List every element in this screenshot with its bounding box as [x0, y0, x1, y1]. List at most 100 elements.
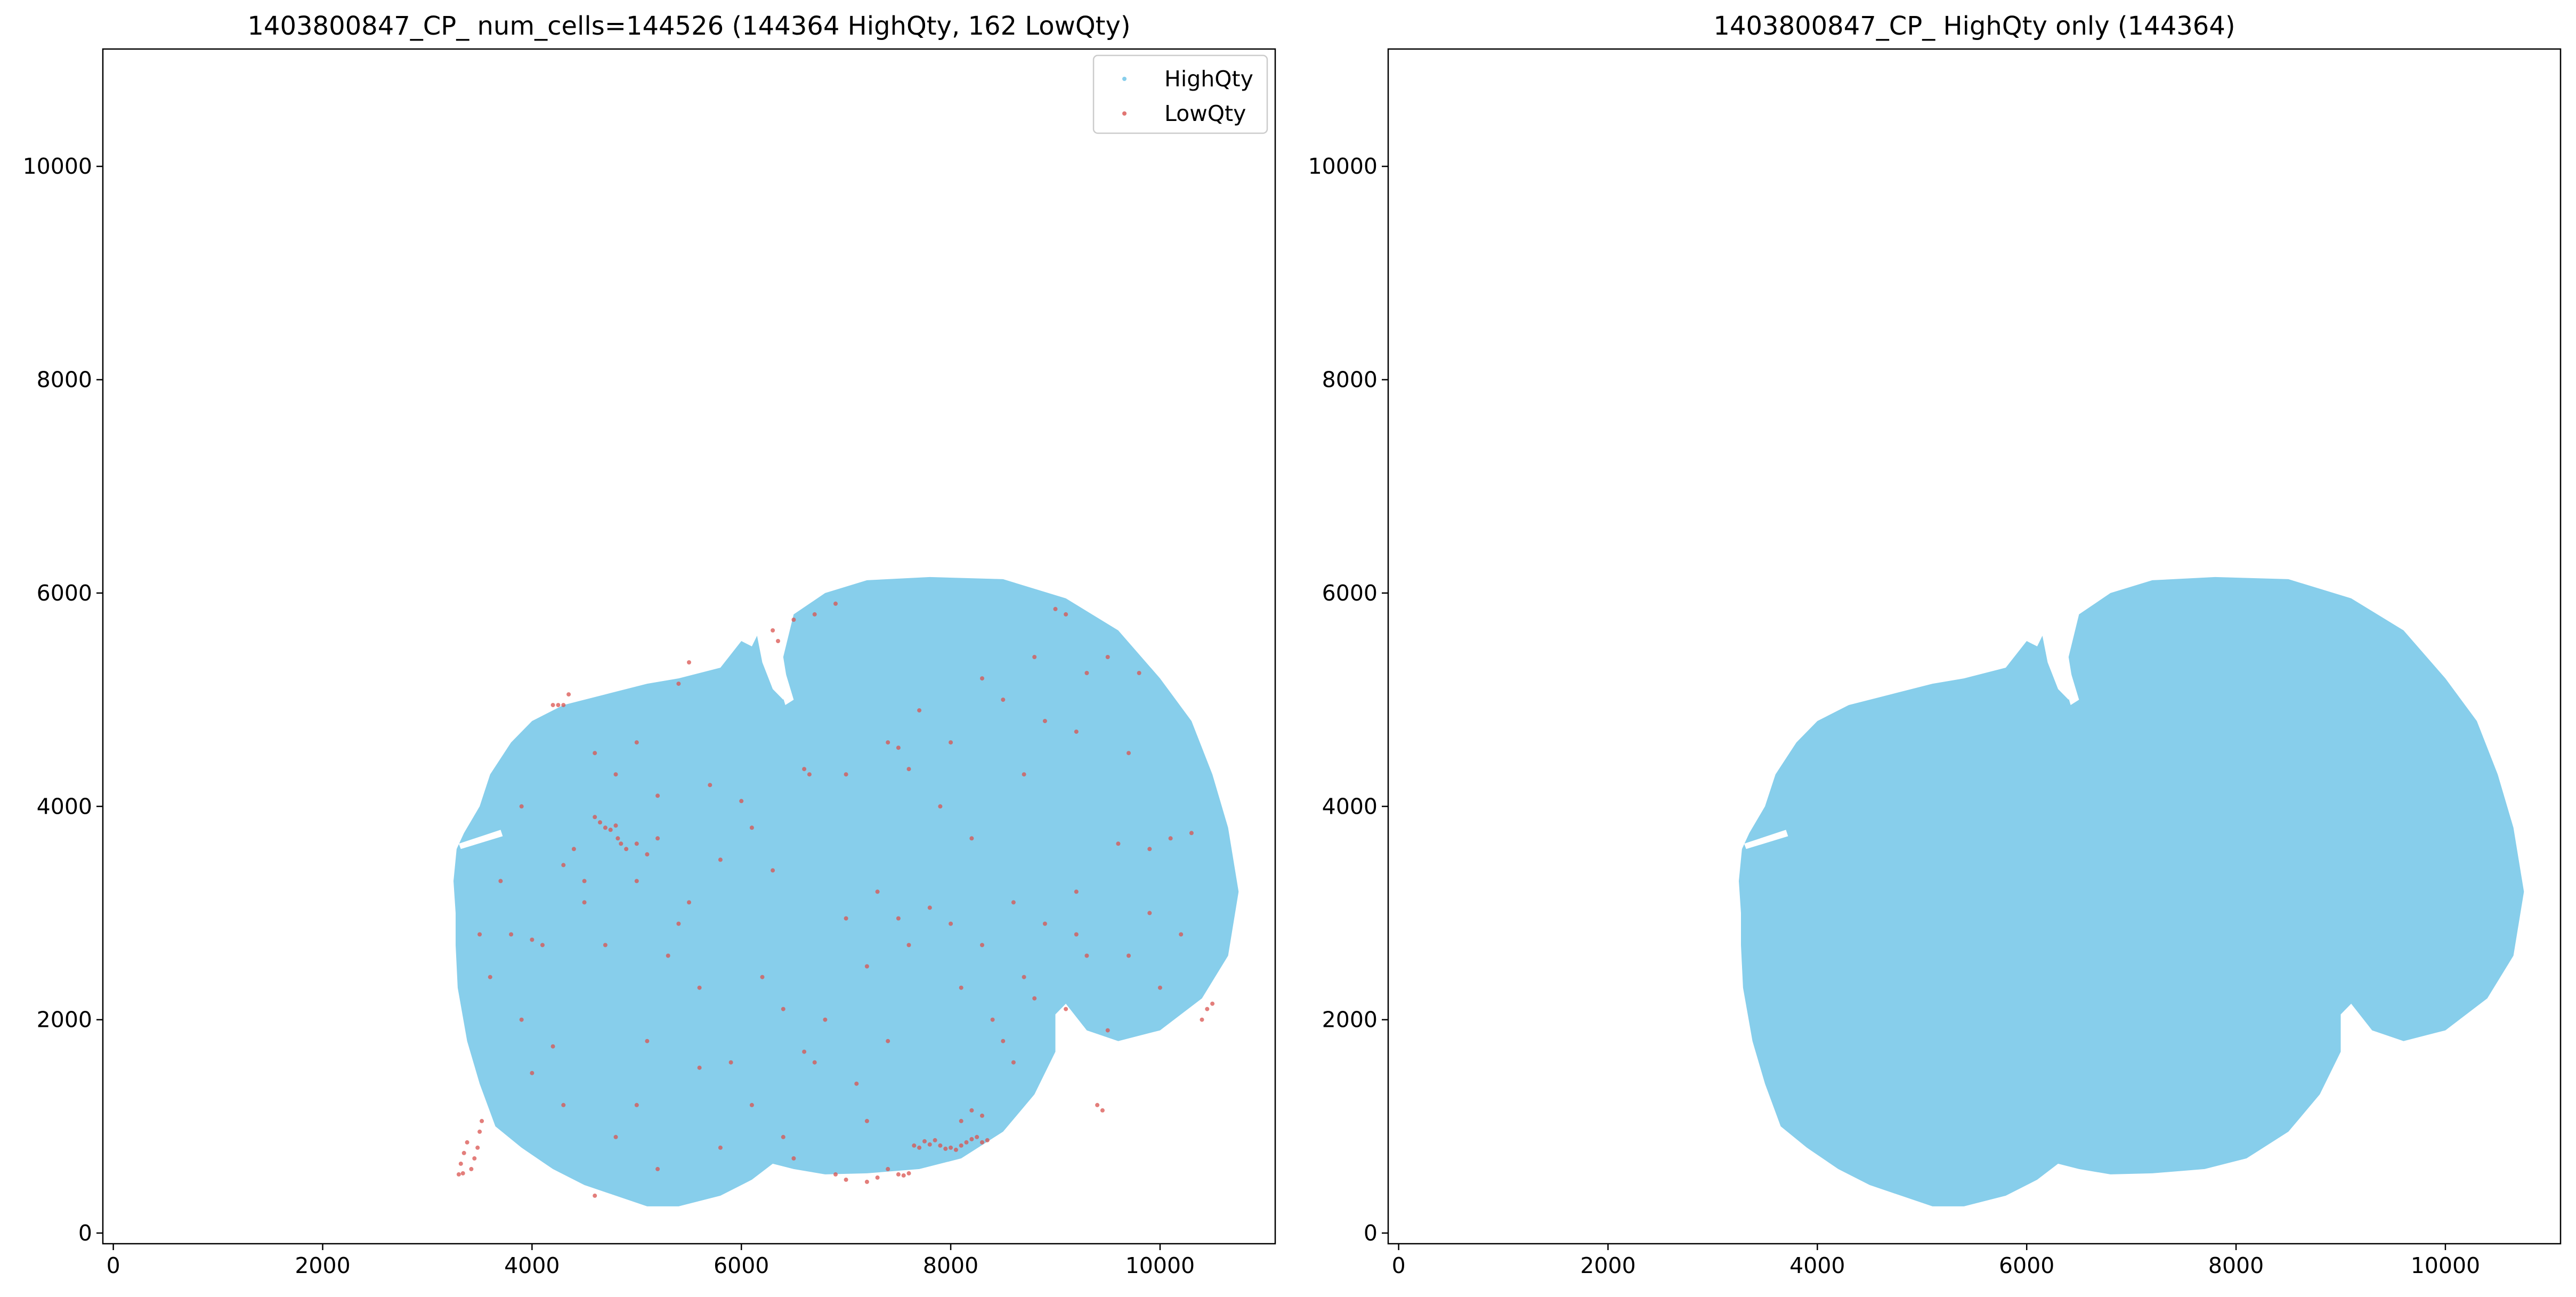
- low-qty-point: [938, 804, 943, 809]
- low-qty-point: [812, 1060, 817, 1065]
- low-qty-point: [781, 1007, 785, 1011]
- low-qty-point: [1074, 889, 1079, 894]
- low-qty-point: [708, 783, 712, 788]
- low-qty-point: [1042, 921, 1047, 926]
- low-qty-point: [456, 1172, 461, 1177]
- x-axis: 0 2000 4000 6000 8000 10000: [107, 1244, 1195, 1278]
- low-qty-point: [802, 767, 807, 772]
- axes-frame: [1387, 48, 2562, 1245]
- low-qty-point: [922, 1139, 927, 1144]
- low-qty-point: [540, 943, 545, 947]
- high-qty-tissue-region: [1739, 577, 2524, 1206]
- low-qty-point: [655, 1166, 660, 1171]
- low-qty-point: [561, 1103, 566, 1107]
- low-qty-point: [749, 1103, 754, 1107]
- low-qty-point: [571, 847, 576, 852]
- x-tick-label: 0: [107, 1253, 120, 1278]
- low-qty-point: [1105, 1028, 1110, 1033]
- low-qty-point: [645, 1039, 650, 1043]
- low-qty-point: [901, 1173, 906, 1178]
- legend-box: [1092, 54, 1268, 134]
- low-qty-point: [666, 953, 670, 958]
- low-qty-point: [875, 1175, 880, 1180]
- low-qty-point: [593, 751, 597, 756]
- y-axis: 0 2000 4000 6000 8000 10000: [1308, 153, 1388, 1246]
- low-qty-point: [1064, 612, 1068, 617]
- low-qty-point: [833, 601, 838, 606]
- low-qty-point: [593, 1193, 597, 1198]
- y-tick-label: 4000: [37, 793, 92, 819]
- plot-area: [453, 577, 1239, 1206]
- low-qty-point: [498, 879, 503, 883]
- low-qty-point: [1064, 1007, 1068, 1011]
- high-qty-tissue-area: [453, 577, 1239, 1206]
- scatter-plot-high-qty-only: 1403800847_CP_ HighQty only (144364) 0 20…: [1308, 11, 2562, 1278]
- low-qty-point: [697, 985, 702, 990]
- low-qty-point: [875, 889, 880, 894]
- low-qty-point: [634, 740, 639, 745]
- y-tick-label: 0: [1364, 1220, 1378, 1246]
- low-qty-point: [461, 1150, 466, 1155]
- low-qty-point: [619, 841, 623, 846]
- low-qty-point: [969, 836, 974, 841]
- low-qty-point: [603, 943, 607, 947]
- low-qty-point: [917, 708, 922, 713]
- tissue-gap: [458, 830, 503, 849]
- low-qty-points: [456, 601, 1215, 1198]
- low-qty-point: [477, 932, 482, 937]
- low-qty-point: [465, 1140, 469, 1145]
- x-tick-label: 8000: [2208, 1253, 2264, 1278]
- low-qty-point: [718, 857, 723, 862]
- low-qty-point: [475, 1145, 480, 1150]
- low-qty-point: [1127, 953, 1131, 958]
- low-qty-point: [980, 1140, 984, 1145]
- low-qty-point: [645, 852, 650, 857]
- low-qty-point: [1032, 996, 1037, 1001]
- legend-label-low-qty: LowQty: [1164, 101, 1246, 126]
- low-qty-point: [1105, 655, 1110, 659]
- low-qty-point: [802, 1049, 807, 1054]
- low-qty-point: [927, 1142, 932, 1147]
- x-tick-label: 4000: [504, 1253, 560, 1278]
- low-qty-point: [760, 975, 765, 979]
- low-qty-point: [781, 1134, 785, 1139]
- low-qty-point: [1042, 719, 1047, 724]
- low-qty-point: [603, 825, 607, 830]
- low-qty-point: [608, 828, 613, 832]
- x-axis: 0 2000 4000 6000 8000 10000: [1392, 1244, 2480, 1278]
- low-qty-point: [561, 703, 566, 708]
- low-qty-point: [959, 1118, 963, 1123]
- low-qty-point: [613, 823, 618, 828]
- low-qty-point: [864, 1118, 869, 1123]
- low-qty-point: [906, 943, 911, 947]
- low-qty-point: [864, 1179, 869, 1184]
- low-qty-point: [697, 1065, 702, 1070]
- low-qty-point: [771, 868, 775, 873]
- y-tick-label: 10000: [23, 153, 92, 179]
- low-qty-point: [969, 1108, 974, 1113]
- low-qty-point: [1011, 1060, 1016, 1065]
- low-qty-point: [593, 815, 597, 820]
- low-qty-point: [1157, 985, 1162, 990]
- low-qty-point: [1127, 751, 1131, 756]
- low-qty-point: [823, 1017, 828, 1022]
- low-qty-point: [556, 703, 561, 708]
- low-qty-point: [655, 793, 660, 798]
- low-qty-point: [1074, 729, 1079, 734]
- y-tick-label: 8000: [1322, 367, 1378, 393]
- low-qty-point: [1137, 671, 1141, 675]
- y-tick-label: 6000: [37, 580, 92, 606]
- low-qty-point: [912, 1143, 917, 1148]
- low-qty-point: [1168, 836, 1173, 841]
- low-qty-point: [687, 900, 691, 905]
- axes-frame: [102, 48, 1276, 1245]
- low-qty-point: [812, 612, 817, 617]
- low-qty-point: [864, 964, 869, 969]
- legend-marker-low-qty: [1122, 111, 1127, 116]
- low-qty-point: [469, 1166, 474, 1171]
- x-tick-label: 2000: [1580, 1253, 1635, 1278]
- low-qty-point: [776, 639, 780, 643]
- low-qty-point: [615, 836, 620, 841]
- low-qty-point: [1116, 841, 1121, 846]
- low-qty-point: [634, 841, 639, 846]
